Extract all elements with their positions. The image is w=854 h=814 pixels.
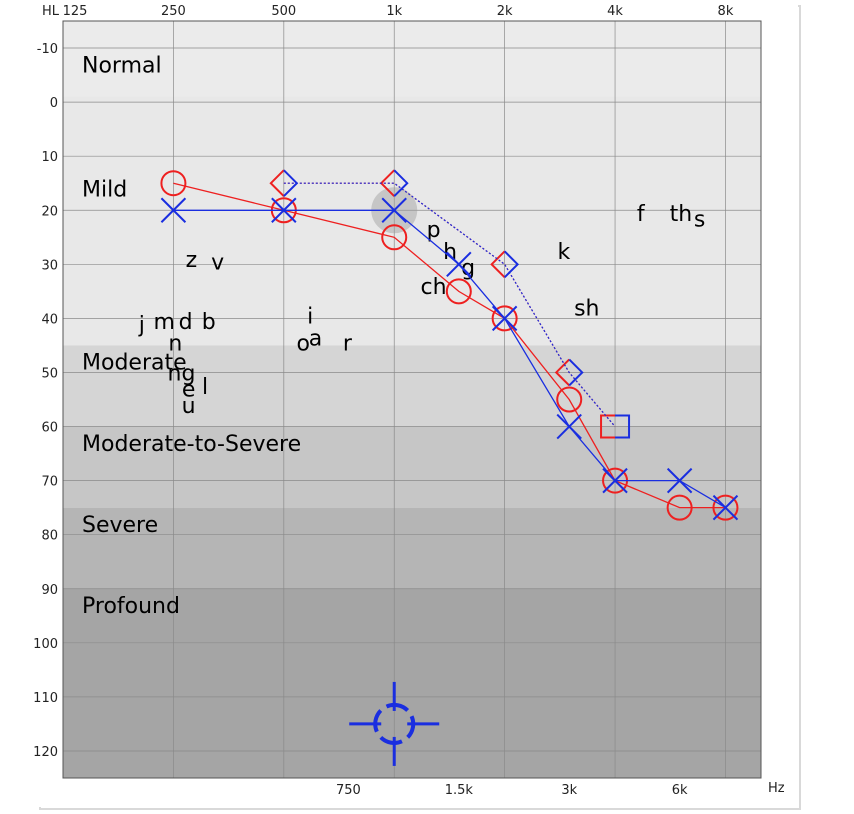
x-top-tick-label: 4k — [607, 4, 623, 19]
speech-sound: u — [182, 394, 196, 419]
data-point-cross — [602, 467, 628, 494]
data-point-cross — [491, 305, 518, 332]
y-tick-label: 70 — [41, 475, 58, 490]
y-tick-label: 20 — [41, 204, 58, 219]
data-point-cross — [446, 251, 472, 278]
speech-sound: ch — [421, 275, 447, 300]
data-point-cross — [556, 413, 582, 440]
data-point-circle — [381, 224, 408, 251]
data-point-bracket-left — [490, 250, 506, 279]
data-point-circle — [556, 386, 583, 413]
data-point-bracket-left — [554, 358, 570, 387]
series-line — [283, 182, 616, 427]
speech-sound: d — [179, 310, 193, 335]
data-point-bracket-right — [615, 414, 631, 439]
speech-sound: s — [694, 207, 705, 232]
severity-zone-labels: Normal Mild Moderate Moderate-to-Severe Seve… — [82, 53, 301, 619]
speech-sound: l — [202, 375, 208, 400]
y-tick-label: 110 — [33, 691, 58, 706]
zone-label: Moderate-to-Severe — [82, 432, 301, 457]
x-top-tick-label: 250 — [161, 4, 186, 19]
speech-sound: o — [297, 332, 310, 357]
target-cursor[interactable] — [349, 681, 440, 766]
speech-sound: v — [211, 251, 224, 276]
data-point-bracket-left — [600, 414, 616, 439]
speech-sound: b — [202, 310, 216, 335]
data-point-bracket-right — [503, 250, 520, 279]
data-point-cross — [666, 467, 693, 494]
zone-label: Severe — [82, 513, 158, 538]
data-point-cross — [712, 494, 739, 521]
speech-sound: n — [168, 332, 182, 357]
data-point-bracket-right — [568, 358, 584, 387]
speech-sound: r — [343, 332, 353, 357]
x-top-tick-label: 125 — [63, 4, 88, 19]
y-tick-label: 0 — [50, 96, 58, 111]
y-tick-label: -10 — [37, 42, 58, 57]
data-point-bracket-right — [283, 169, 299, 197]
speech-sound: z — [186, 248, 198, 273]
zone-label: Moderate — [82, 351, 187, 376]
zone-label: Mild — [82, 178, 127, 203]
zone-band — [63, 507, 761, 589]
zone-band — [63, 588, 761, 778]
speech-sound: k — [557, 240, 570, 265]
zone-label: Normal — [82, 53, 162, 78]
data-point-cross — [160, 197, 187, 223]
data-point-circle — [666, 494, 693, 521]
speech-sound: a — [309, 326, 322, 351]
speech-sound: p — [427, 218, 441, 243]
target-ring — [373, 702, 416, 745]
y-tick-label: 80 — [41, 529, 58, 544]
y-tick-label: 120 — [33, 745, 58, 760]
speech-sound: ng — [168, 361, 196, 386]
data-point-circle — [445, 278, 472, 305]
data-point-circle — [712, 494, 739, 521]
y-unit-label: HL — [42, 4, 60, 19]
x-top-tick-label: 500 — [271, 4, 296, 19]
zone-band — [63, 345, 761, 427]
x-bottom-tick-label: 3k — [561, 783, 577, 798]
axis-tick-labels: -10 0 10 20 30 40 50 60 70 80 90 100 110 120 125 250 500… — [33, 4, 734, 798]
speech-sound: th — [670, 202, 693, 227]
x-unit-label: Hz — [768, 781, 785, 796]
zone-band — [63, 426, 761, 508]
speech-sound: sh — [574, 297, 599, 322]
data-point-bracket-left — [269, 169, 285, 197]
speech-sound: e — [182, 378, 196, 403]
x-bottom-tick-label: 1.5k — [445, 783, 474, 798]
data-point-circle — [160, 170, 187, 197]
x-top-tick-label: 2k — [497, 4, 513, 19]
y-tick-label: 10 — [41, 150, 58, 165]
x-bottom-tick-label: 750 — [336, 783, 361, 798]
x-top-tick-label: 8k — [718, 4, 734, 19]
data-point-circle — [491, 305, 518, 332]
audiogram-series — [160, 169, 739, 521]
zone-band-top — [63, 21, 761, 97]
y-tick-label: 40 — [41, 312, 58, 327]
y-tick-label: 90 — [41, 583, 58, 598]
speech-sound: m — [154, 310, 175, 335]
severity-zones — [63, 21, 761, 778]
y-tick-label: 60 — [41, 421, 58, 436]
x-top-tick-label: 1k — [386, 4, 402, 19]
data-point-cross — [271, 197, 297, 223]
data-point-cross — [381, 197, 407, 223]
y-tick-label: 50 — [41, 366, 58, 381]
plot-border — [62, 20, 762, 779]
speech-sound: g — [461, 256, 475, 281]
speech-sound: j — [138, 313, 145, 338]
y-tick-label: 30 — [41, 258, 58, 273]
speech-sound: i — [307, 305, 313, 330]
zone-label: Profound — [82, 594, 180, 619]
data-point-bracket-right — [393, 169, 409, 197]
speech-sound: f — [637, 202, 646, 227]
x-bottom-tick-label: 6k — [672, 783, 688, 798]
y-tick-label: 100 — [33, 637, 58, 652]
